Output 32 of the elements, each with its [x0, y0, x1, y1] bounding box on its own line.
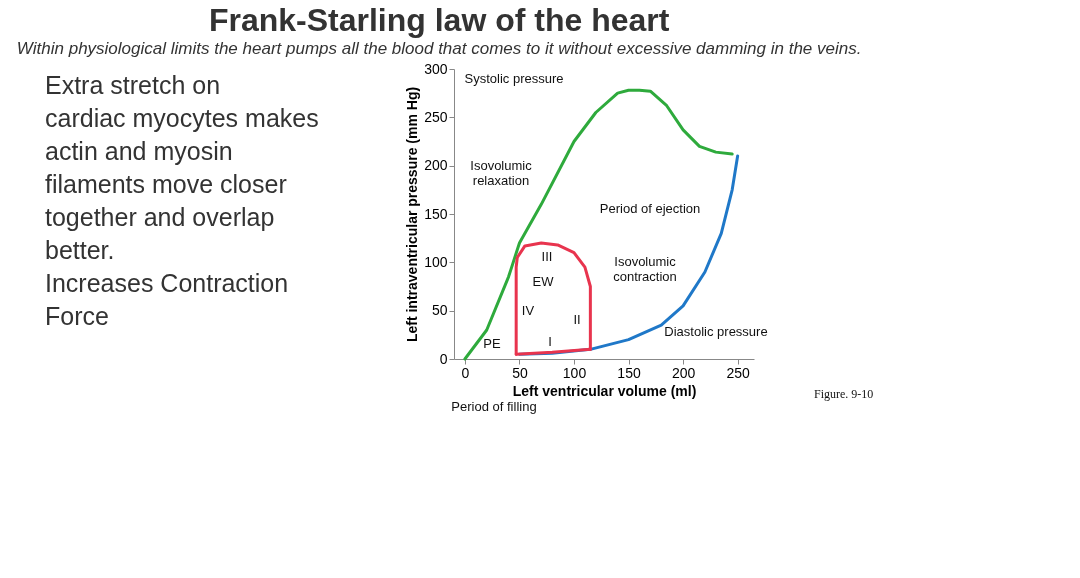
x-axis-title: Left ventricular volume (ml) [512, 382, 697, 399]
y-tick-label: 250 [424, 108, 448, 125]
text: Extra stretch on cardiac myocytes makes actin and myosin filaments move closer together and overlap better. [45, 70, 319, 264]
chart-subtitle: Within physiological limits the heart pumps all the blood that comes to it without excessive damming in the veins. [16, 39, 862, 58]
annotation: EW [532, 274, 555, 289]
y-tick-label: 200 [424, 157, 448, 174]
annotation: Isovolumic relaxation [470, 158, 533, 188]
annotation: Isovolumic contraction [613, 254, 677, 284]
y-axis-title: Left intraventricular pressure (mm Hg) [404, 86, 421, 343]
annotation: Systolic pressure [464, 71, 564, 86]
y-tick-label: 300 [424, 60, 448, 77]
annotation: III [541, 249, 553, 264]
text: Increases Contraction Force [45, 268, 289, 330]
x-tick-label: 0 [461, 364, 470, 381]
annotation: Period of ejection [599, 201, 701, 216]
x-tick-label: 250 [726, 364, 751, 381]
x-tick-label: 150 [617, 364, 641, 381]
text: Period of filling [451, 399, 537, 414]
chart-title: Frank-Starling law of the heart [208, 2, 670, 38]
y-tick-label: 0 [439, 350, 448, 367]
x-tick-label: 50 [512, 364, 528, 381]
y-tick-label: 150 [424, 205, 448, 222]
annotation: I [548, 334, 552, 349]
x-tick-label: 200 [671, 364, 696, 381]
x-tick-label: 100 [562, 364, 587, 381]
y-tick-label: 100 [424, 253, 448, 270]
y-tick-label: 50 [431, 302, 448, 319]
annotation: IV [521, 303, 535, 318]
text: Figure. 9-10 [814, 387, 874, 401]
annotation: Diastolic pressure [664, 324, 768, 339]
annotation: PE [483, 336, 501, 351]
annotation: II [573, 312, 581, 327]
